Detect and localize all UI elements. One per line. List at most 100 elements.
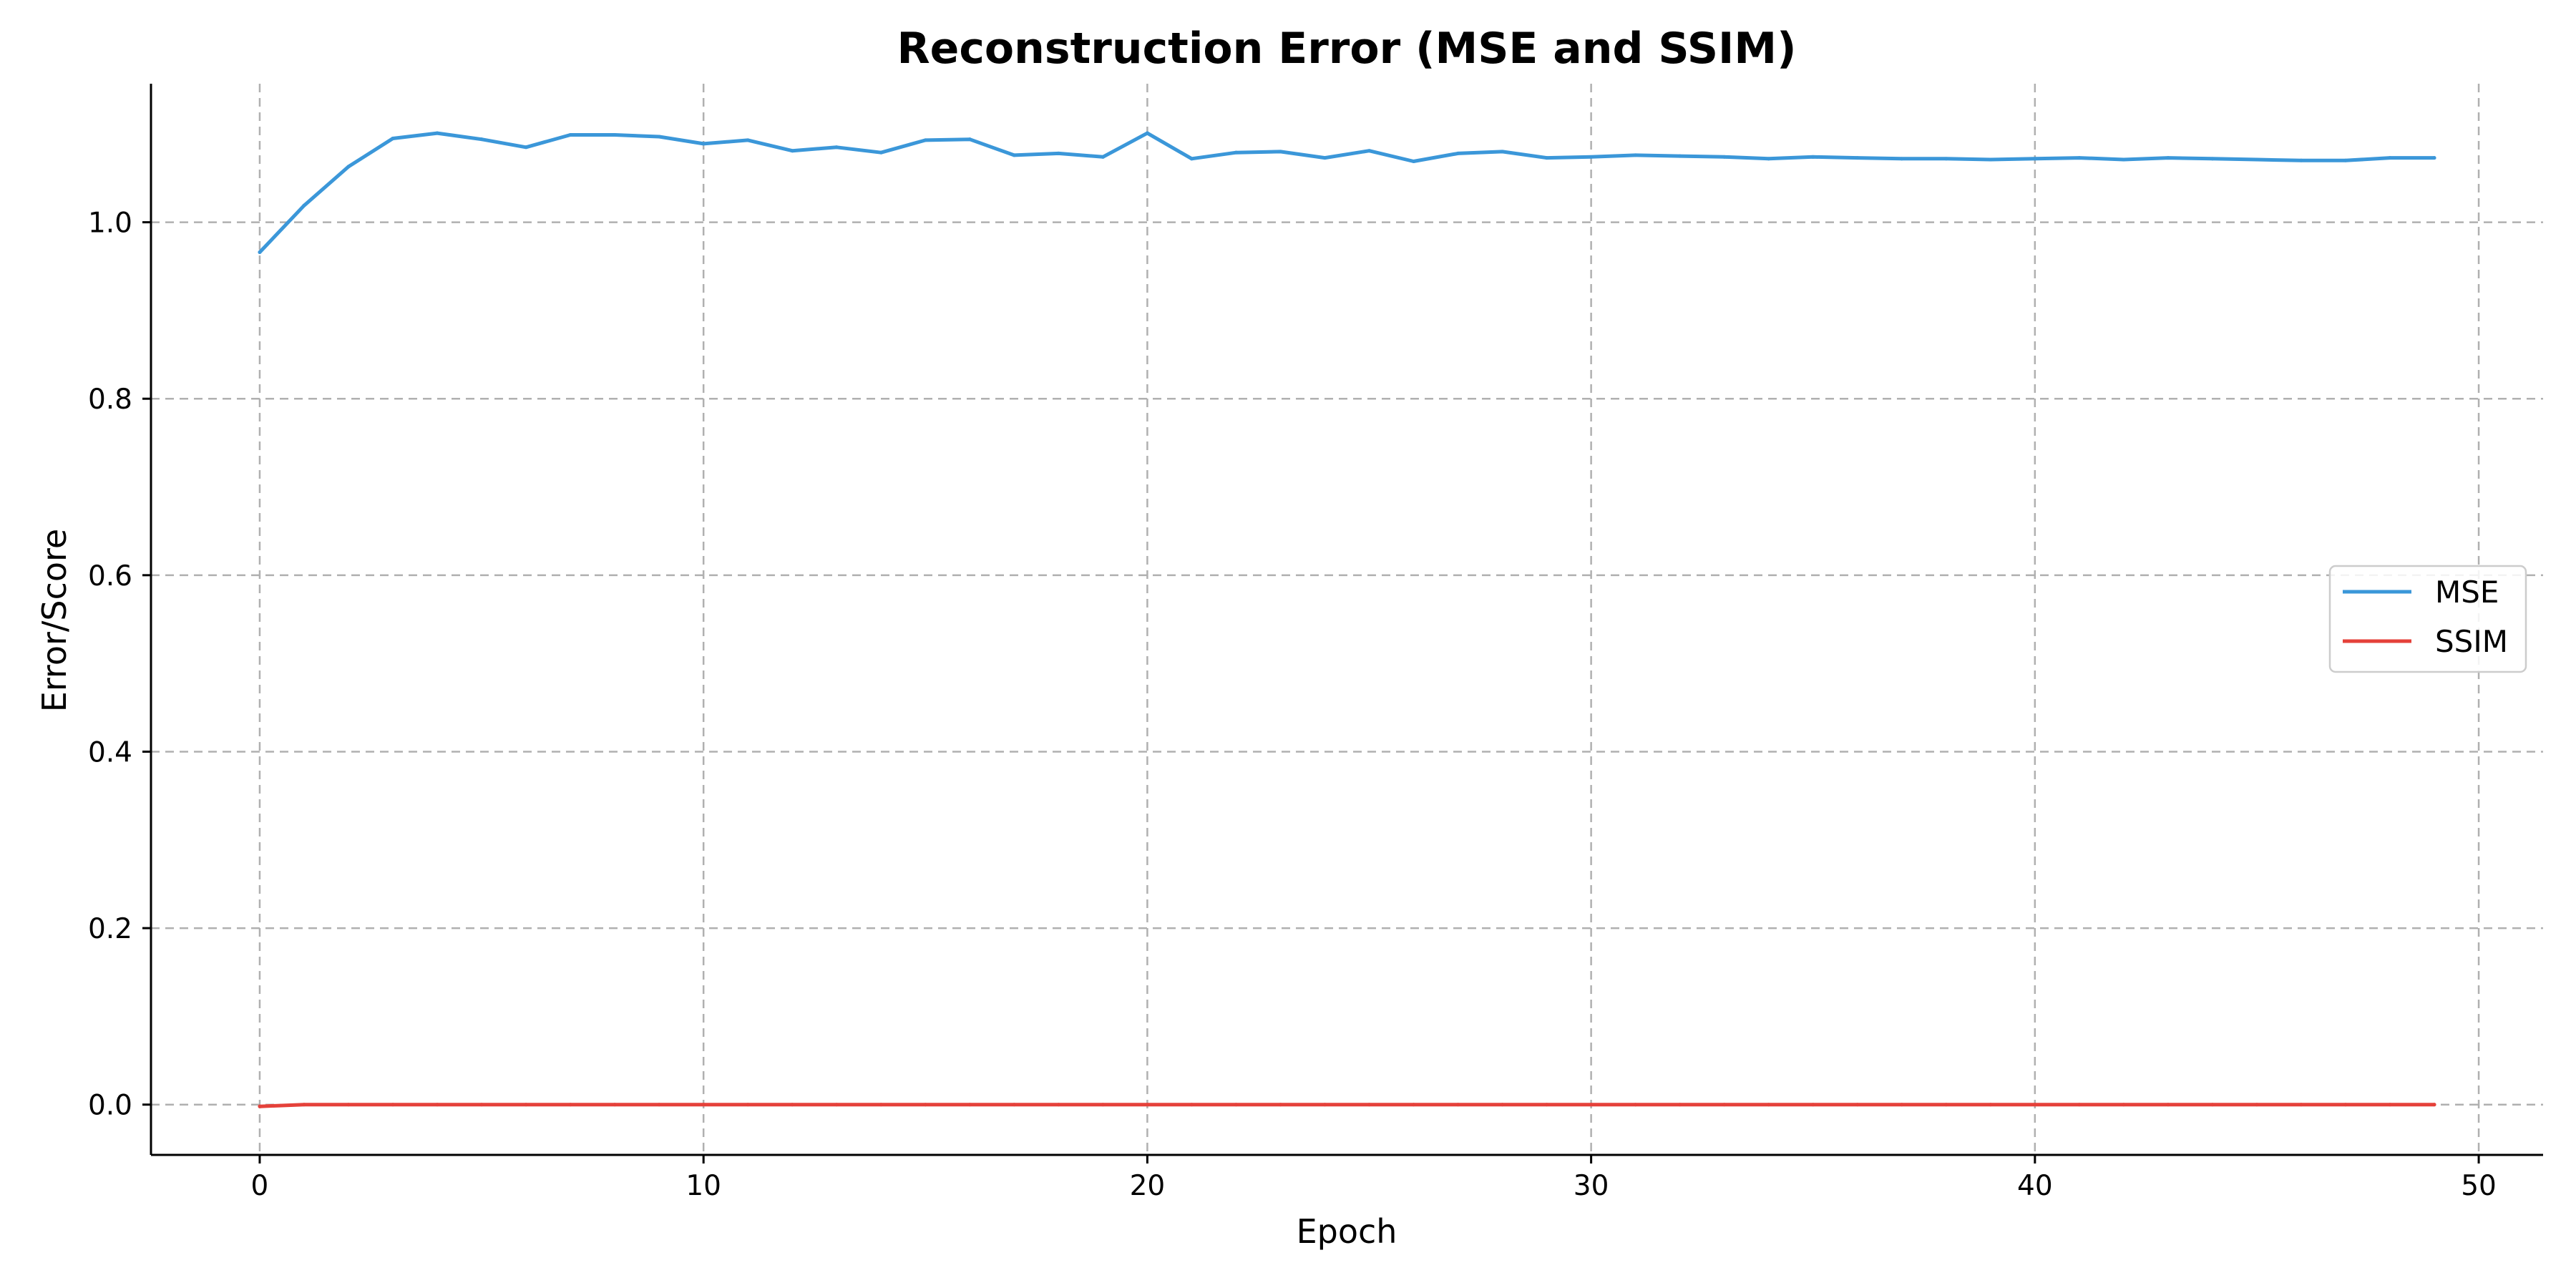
mse-point	[258, 250, 262, 255]
ssim-point	[479, 1103, 484, 1107]
y-axis-label: Error/Score	[35, 529, 74, 712]
ssim-point	[1545, 1103, 1549, 1107]
mse-point	[1145, 131, 1149, 135]
legend: MSE SSIM	[2328, 565, 2527, 673]
ssim-point	[1012, 1103, 1016, 1107]
ssim-point	[1412, 1103, 1416, 1107]
ssim-point	[1234, 1103, 1238, 1107]
y-tick-label: 0.8	[88, 384, 132, 416]
mse-point	[701, 142, 706, 146]
mse-point	[1056, 151, 1060, 155]
ssim-point	[1944, 1103, 1948, 1107]
x-tick-label: 50	[2461, 1170, 2497, 1202]
ssim-point	[1189, 1103, 1194, 1107]
mse-point	[1322, 156, 1327, 160]
mse-point	[1101, 155, 1105, 159]
ssim-line	[258, 1103, 2436, 1108]
ssim-point	[1322, 1103, 1327, 1107]
mse-point	[1634, 153, 1638, 157]
mse-point	[1545, 156, 1549, 160]
ssim-point	[391, 1103, 395, 1107]
ssim-point	[568, 1103, 572, 1107]
mse-point	[923, 138, 927, 142]
mse-point	[613, 133, 617, 137]
ssim-point	[2432, 1103, 2436, 1107]
mse-point	[1412, 160, 1416, 164]
ssim-point	[1678, 1103, 1682, 1107]
ssim-point	[613, 1103, 617, 1107]
ssim-point	[746, 1103, 750, 1107]
ssim-point	[1589, 1103, 1594, 1107]
legend-label-mse: MSE	[2435, 575, 2499, 610]
mse-point	[1811, 155, 1815, 159]
mse-point	[302, 203, 306, 208]
mse-point	[1189, 157, 1194, 161]
mse-point	[1722, 155, 1727, 159]
mse-point	[1767, 157, 1771, 161]
mse-point	[2166, 156, 2170, 160]
ssim-point	[1722, 1103, 1727, 1107]
x-tick-label: 40	[2017, 1170, 2053, 1202]
mse-point	[1501, 150, 1505, 154]
ssim-point	[1767, 1103, 1771, 1107]
ssim-point	[1456, 1103, 1460, 1107]
mse-point	[2033, 157, 2037, 161]
mse-point	[435, 131, 439, 135]
ssim-point	[1367, 1103, 1372, 1107]
ssim-point	[524, 1103, 528, 1107]
mse-point	[2077, 156, 2082, 160]
mse-point	[2388, 156, 2392, 160]
ssim-point	[435, 1103, 439, 1107]
ssim-point	[1145, 1103, 1149, 1107]
ssim-point	[1101, 1103, 1105, 1107]
ssim-point	[346, 1103, 351, 1107]
mse-point	[2255, 157, 2259, 162]
mse-point	[2299, 158, 2303, 162]
mse-point	[2210, 157, 2215, 161]
x-tick-label: 10	[686, 1170, 721, 1202]
ssim-point	[2077, 1103, 2082, 1107]
grid	[151, 84, 2543, 1155]
mse-point	[967, 137, 972, 142]
mse-point	[2122, 157, 2126, 162]
mse-point	[346, 165, 351, 169]
mse-point	[2343, 158, 2348, 162]
mse-point	[1678, 154, 1682, 158]
mse-point	[1900, 157, 1904, 161]
x-tick-label: 0	[251, 1170, 269, 1202]
ssim-point	[1900, 1103, 1904, 1107]
y-tick-label: 1.0	[88, 208, 132, 240]
mse-point	[1855, 156, 1860, 160]
ssim-point	[2166, 1103, 2170, 1107]
mse-point	[1989, 157, 1993, 162]
y-tick-label: 0.2	[88, 913, 132, 945]
y-ticks: 0.0 0.2 0.4 0.6 0.8 1.0	[88, 208, 151, 1122]
ssim-point	[2343, 1103, 2348, 1107]
ssim-point	[834, 1103, 839, 1107]
x-tick-label: 20	[1130, 1170, 1166, 1202]
ssim-point	[790, 1103, 794, 1107]
mse-point	[790, 149, 794, 153]
mse-point	[524, 145, 528, 150]
ssim-point	[657, 1103, 661, 1107]
ssim-point	[258, 1104, 262, 1108]
mse-point	[879, 150, 883, 155]
chart-title: Reconstruction Error (MSE and SSIM)	[897, 24, 1796, 74]
mse-line	[258, 131, 2436, 254]
ssim-point	[967, 1103, 972, 1107]
ssim-point	[2210, 1103, 2215, 1107]
ssim-point	[1634, 1103, 1638, 1107]
ssim-point	[2255, 1103, 2259, 1107]
mse-point	[2432, 156, 2436, 160]
mse-point	[1456, 151, 1460, 155]
ssim-point	[701, 1103, 706, 1107]
ssim-point	[923, 1103, 927, 1107]
ssim-point	[2299, 1103, 2303, 1107]
mse-point	[1589, 155, 1594, 159]
mse-point	[1278, 150, 1282, 154]
ssim-point	[1855, 1103, 1860, 1107]
ssim-point	[2033, 1103, 2037, 1107]
y-tick-label: 0.0	[88, 1090, 132, 1122]
ssim-point	[1989, 1103, 1993, 1107]
